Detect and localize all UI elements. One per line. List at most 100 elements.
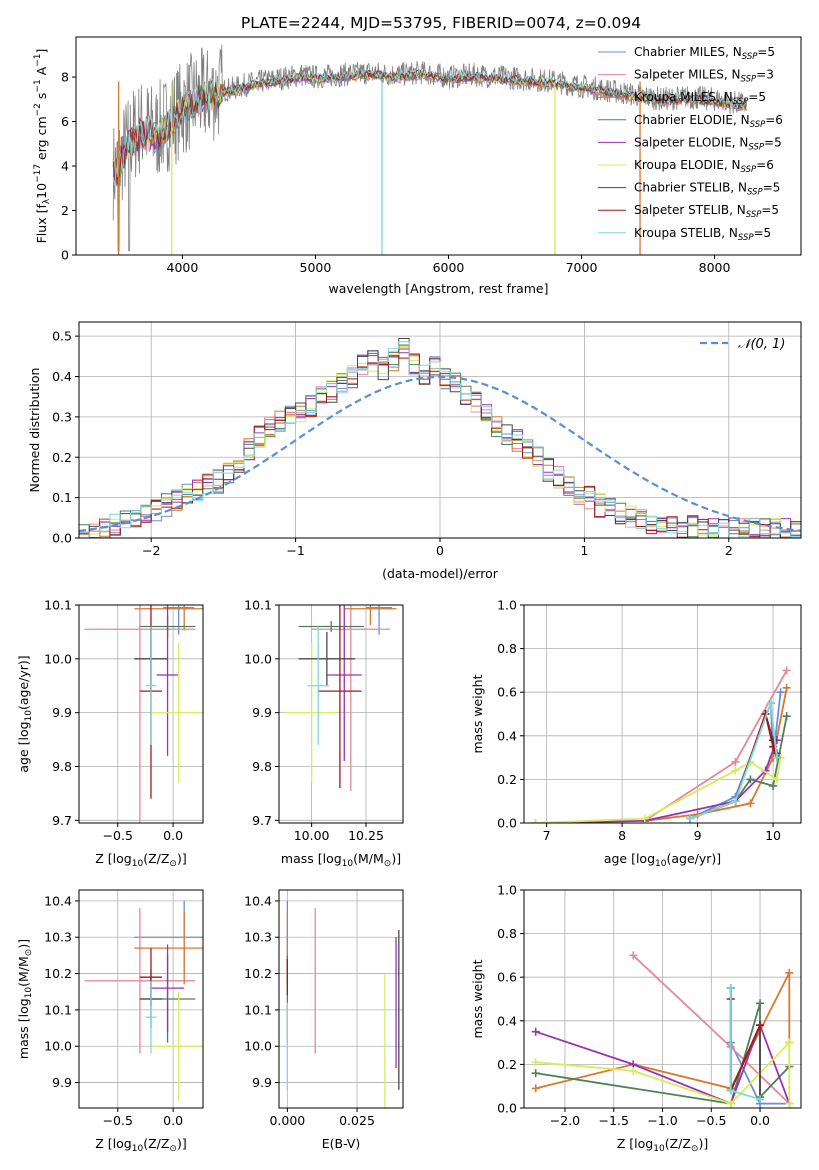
y-axis-label: mass [log10(M/M⊙)] bbox=[16, 939, 34, 1059]
x-axis-label-part: age [log bbox=[604, 851, 655, 866]
y-axis-label-part: mass [log bbox=[16, 998, 31, 1059]
plot-area-mass-vs-Z bbox=[84, 900, 203, 1101]
axes-massweight-vs-Z: −2.0 −1.5 −1.0 −0.5 0.0 0.0 0.2 0.4 0.6 0.8 1.0 Z [… bbox=[470, 883, 802, 1154]
x-tick-label: −2.0 bbox=[550, 1113, 580, 1128]
axes-age-vs-mass: 10.00 10.25 9.7 9.8 9.9 10.0 10.1 mass [log10(M… bbox=[244, 598, 404, 869]
legend-label-sub: SSP bbox=[742, 52, 758, 62]
y-axis-label-part: −1 bbox=[33, 54, 43, 67]
x-axis-label: (data-model)/error bbox=[382, 566, 499, 581]
legend-label-main: Kroupa MILES, N bbox=[634, 90, 733, 104]
x-axis-label: mass [log10(M/M⊙)] bbox=[281, 851, 401, 869]
legend-label-sub: SSP bbox=[741, 75, 757, 85]
x-axis-label: Z [log10(Z/Z⊙)] bbox=[95, 851, 186, 869]
x-tick-label: 0.000 bbox=[269, 1113, 305, 1128]
legend-label-main: Salpeter MILES, N bbox=[634, 68, 741, 82]
massweight-marker bbox=[756, 1095, 765, 1104]
y-tick-label: 1.0 bbox=[497, 883, 517, 898]
y-tick-label: 0.8 bbox=[497, 641, 517, 656]
y-tick-label: 0.4 bbox=[497, 1013, 517, 1028]
y-tick-label: 0.3 bbox=[52, 409, 72, 424]
legend-label-main: Chabrier ELODIE, N bbox=[634, 113, 750, 127]
y-tick-label: 9.9 bbox=[52, 705, 72, 720]
y-tick-label: 9.8 bbox=[252, 759, 272, 774]
x-axis-label-part: (Z/Z bbox=[143, 851, 169, 866]
massweight-marker bbox=[766, 699, 775, 708]
y-tick-label: 0 bbox=[61, 248, 69, 263]
x-axis-label-part: (Z/Z bbox=[143, 1136, 169, 1151]
massweight-marker bbox=[531, 1027, 540, 1036]
y-axis-label: Normed distribution bbox=[27, 368, 42, 493]
y-axis-label-part: Flux [f bbox=[34, 204, 49, 244]
massweight-marker bbox=[776, 688, 785, 697]
legend-label-tail: =5 bbox=[748, 90, 766, 104]
massweight-marker bbox=[531, 819, 540, 823]
x-axis-label-part: ⊙ bbox=[169, 859, 177, 869]
x-axis-label-part: 10 bbox=[342, 859, 354, 869]
x-tick-label: 6000 bbox=[433, 260, 465, 275]
x-axis-label: age [log10(age/yr)] bbox=[604, 851, 721, 869]
y-tick-label: 0.4 bbox=[52, 369, 72, 384]
legend-label-sub: SSP bbox=[738, 233, 754, 243]
x-axis-label-part: )] bbox=[698, 1136, 708, 1151]
y-tick-label: 10.2 bbox=[44, 966, 72, 981]
y-tick-label: 9.9 bbox=[252, 1075, 272, 1090]
y-tick-label: 10.0 bbox=[244, 651, 272, 666]
y-axis-label-part: age [log bbox=[16, 721, 31, 772]
x-tick-label: 2 bbox=[725, 543, 733, 558]
x-tick-label: −0.5 bbox=[103, 1113, 133, 1128]
y-tick-label: 6 bbox=[61, 114, 69, 129]
y-tick-label: 0.8 bbox=[497, 926, 517, 941]
x-tick-label: −1 bbox=[286, 543, 304, 558]
y-tick-label: 10.1 bbox=[44, 1002, 72, 1017]
y-tick-label: 9.9 bbox=[52, 1075, 72, 1090]
y-axis-label-part: erg cm bbox=[34, 116, 49, 164]
legend-label-3: Chabrier ELODIE, NSSP=6 bbox=[634, 113, 783, 130]
x-tick-label: 0 bbox=[436, 543, 444, 558]
massweight-line bbox=[644, 669, 788, 822]
x-tick-label: −1.0 bbox=[647, 1113, 677, 1128]
axes-mass-vs-Z: −0.5 0.09.910.010.110.210.310.4Z [log10(Z… bbox=[16, 889, 204, 1154]
y-tick-label: 0.1 bbox=[52, 490, 72, 505]
x-axis-label-part: (M/M bbox=[353, 851, 384, 866]
x-tick-label: 0.025 bbox=[339, 1113, 375, 1128]
x-axis-label: wavelength [Angstrom, rest frame] bbox=[328, 281, 548, 296]
legend-label-main: Kroupa ELODIE, N bbox=[634, 158, 741, 172]
x-tick-label: 1 bbox=[580, 543, 588, 558]
plot-area-mass-vs-EBV bbox=[286, 900, 400, 1108]
y-tick-label: 9.7 bbox=[252, 813, 272, 828]
x-axis-label-part: ⊙ bbox=[384, 859, 392, 869]
x-tick-label: 8000 bbox=[699, 260, 731, 275]
massweight-marker bbox=[746, 775, 755, 784]
massweight-marker bbox=[756, 1021, 765, 1030]
massweight-marker bbox=[785, 1038, 794, 1047]
legend-label-tail: =5 bbox=[757, 45, 775, 59]
x-axis-label-part: (Z/Z bbox=[665, 1136, 691, 1151]
massweight-marker bbox=[772, 753, 781, 762]
y-tick-label: 0.2 bbox=[497, 772, 517, 787]
legend-label-8: Kroupa STELIB, NSSP=5 bbox=[634, 226, 771, 243]
massweight-marker bbox=[769, 781, 778, 790]
y-tick-label: 0.0 bbox=[52, 531, 72, 546]
x-axis-label-part: Z [log bbox=[617, 1136, 653, 1151]
y-tick-label: 10.4 bbox=[44, 893, 72, 908]
massweight-marker bbox=[731, 766, 740, 775]
legend-label-1: Salpeter MILES, NSSP=3 bbox=[634, 68, 774, 85]
legend-label-7: Salpeter STELIB, NSSP=5 bbox=[634, 203, 779, 220]
axes-frame bbox=[78, 889, 204, 1109]
y-tick-label: 0.6 bbox=[497, 970, 517, 985]
x-tick-label: 10.25 bbox=[348, 828, 384, 843]
spectrum-model-line bbox=[112, 68, 747, 186]
y-tick-label: 0.4 bbox=[497, 728, 517, 743]
legend-label-2: Kroupa MILES, NSSP=5 bbox=[634, 90, 766, 107]
axes-frame bbox=[75, 36, 802, 256]
legend-label-tail: =3 bbox=[756, 68, 774, 82]
y-tick-label: 1.0 bbox=[497, 598, 517, 613]
legend-label-main: Chabrier STELIB, N bbox=[634, 181, 747, 195]
y-tick-label: 0.0 bbox=[497, 816, 517, 831]
massweight-marker bbox=[629, 951, 638, 960]
massweight-marker bbox=[785, 1099, 794, 1108]
x-tick-label: 0.0 bbox=[750, 1113, 770, 1128]
y-axis-label: mass weight bbox=[470, 959, 485, 1038]
y-axis-label-part: (M/M bbox=[16, 956, 31, 987]
